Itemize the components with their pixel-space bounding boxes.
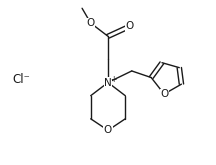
Text: O: O	[125, 21, 134, 31]
Text: O: O	[87, 18, 95, 28]
Text: +: +	[110, 75, 117, 84]
Text: N: N	[104, 78, 112, 87]
Text: O: O	[104, 125, 112, 135]
Text: Cl⁻: Cl⁻	[13, 73, 30, 86]
Text: O: O	[160, 89, 168, 99]
